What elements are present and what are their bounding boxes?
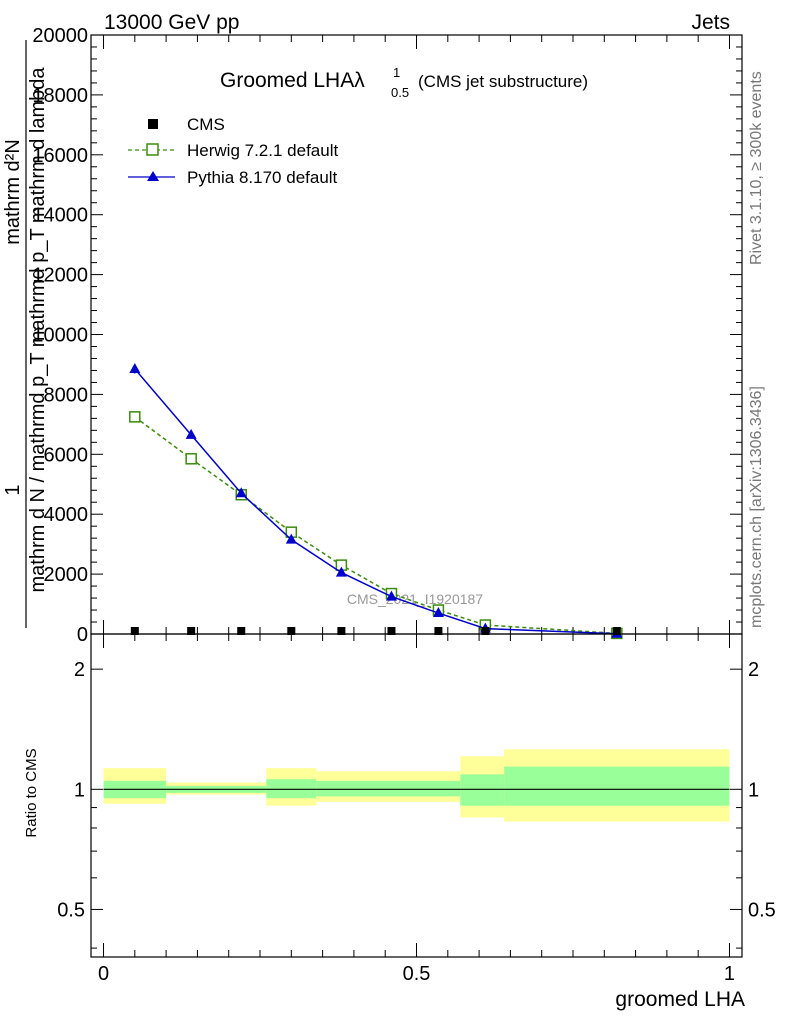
ratio-xtick-label: 0 (98, 963, 109, 985)
legend-cms-label: CMS (187, 115, 225, 134)
series-cms-point (612, 627, 621, 635)
main-ytick-label: 20000 (32, 25, 88, 47)
series-pythia-point (432, 607, 444, 618)
main-ytick-label: 12000 (32, 265, 88, 287)
series-cms-point (187, 627, 196, 635)
title-superscript: 1 (393, 65, 400, 80)
ratio-band-inner (316, 780, 461, 797)
series-cms (130, 627, 621, 635)
main-ytick-label: 8000 (44, 384, 89, 406)
ratio-ytick-label-right: 2 (748, 659, 759, 681)
title-subscript: 0.5 (391, 85, 409, 100)
main-ytick-label: 4000 (44, 504, 89, 526)
ratio-ytick-label: 2 (74, 659, 85, 681)
legend-cms: CMS (148, 115, 225, 134)
series-cms-point (434, 627, 443, 635)
series-pythia-point (129, 362, 141, 373)
legend-pythia: Pythia 8.170 default (128, 168, 338, 187)
ratio-band-inner (504, 766, 730, 806)
series-cms-point (337, 627, 346, 635)
title-text: Groomed LHA (220, 69, 354, 92)
series-pythia-point (385, 590, 397, 601)
series-cms-point (130, 627, 139, 635)
main-ytick-label: 14000 (32, 205, 88, 227)
plot-title: Groomed LHAλ 1 0.5 (CMS jet substructure… (220, 65, 588, 100)
title-note: (CMS jet substructure) (418, 72, 588, 91)
ratio-ytick-label: 0.5 (57, 899, 85, 921)
series-pythia-point (285, 533, 297, 544)
legend-herwig-label: Herwig 7.2.1 default (187, 141, 338, 160)
title-symbol: λ (354, 69, 365, 92)
ylabel-top: 1 (2, 484, 24, 495)
series-cms-point (287, 627, 296, 635)
main-ytick-label: 0 (77, 624, 88, 646)
main-ytick-label: 2000 (44, 564, 89, 586)
svg-text:Groomed LHAλ: Groomed LHAλ (220, 69, 365, 92)
legend-herwig: Herwig 7.2.1 default (128, 141, 338, 160)
series-cms-point (237, 627, 246, 635)
energy-label: 13000 GeV pp (104, 11, 239, 34)
series-cms-point (387, 627, 396, 635)
x-axis-label: groomed LHA (615, 988, 745, 1011)
legend-pythia-label: Pythia 8.170 default (187, 168, 338, 187)
main-ytick-label: 10000 (32, 325, 88, 347)
main-ytick-label: 16000 (32, 145, 88, 167)
ratio-xtick-label: 0.5 (403, 963, 431, 985)
ratio-ytick-label: 1 (74, 779, 85, 801)
ratio-ytick-label-right: 1 (748, 779, 759, 801)
series-herwig-point (129, 411, 141, 423)
rivet-label: Rivet 3.1.10, ≥ 300k events (748, 71, 765, 265)
series-pythia-point (235, 487, 247, 498)
analysis-watermark: CMS_2021_I1920187 (347, 591, 483, 607)
series-cms-point (481, 627, 490, 635)
ylabel-numerator: mathrm d²N (2, 139, 24, 245)
series-pythia-point (185, 428, 197, 439)
ratio-band-inner (266, 779, 317, 799)
main-y-axis-label: 1 mathrm d²N mathrm d N / mathrmd p_T ma… (2, 40, 49, 628)
ylabel-denominator: mathrm d N / mathrmd p_T mathrmd p_T mat… (27, 67, 49, 593)
process-label: Jets (691, 11, 730, 34)
series-pythia-point (335, 566, 347, 577)
mcplots-label: mcplots.cern.ch [arXiv:1306.3436] (748, 386, 765, 628)
ratio-y-axis-label: Ratio to CMS (23, 748, 40, 837)
main-ytick-label: 18000 (32, 85, 88, 107)
ratio-band-inner (460, 774, 505, 806)
legend: CMS Herwig 7.2.1 default Pythia 8.170 de… (128, 115, 338, 187)
ratio-ytick-label-right: 0.5 (748, 899, 776, 921)
main-ytick-label: 6000 (44, 444, 89, 466)
ratio-xtick-label: 1 (724, 963, 735, 985)
series-herwig-point (185, 453, 197, 465)
